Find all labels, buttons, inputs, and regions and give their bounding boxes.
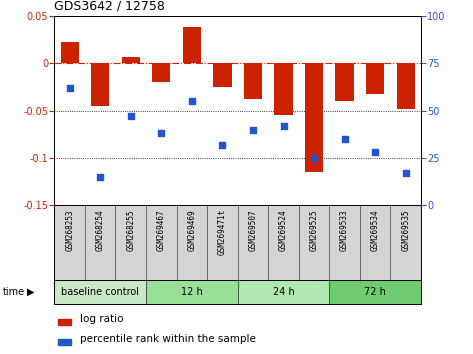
Text: percentile rank within the sample: percentile rank within the sample	[80, 334, 256, 344]
Bar	[176, 205, 207, 280]
Text: GSM269507: GSM269507	[248, 209, 257, 251]
Point	[127, 114, 134, 119]
Point	[341, 136, 349, 142]
Point	[96, 174, 104, 180]
Text: GSM269524: GSM269524	[279, 209, 288, 251]
Text: time: time	[2, 287, 25, 297]
Point	[310, 155, 318, 161]
Text: 12 h: 12 h	[181, 287, 203, 297]
Bar	[390, 205, 421, 280]
Bar	[366, 63, 384, 93]
Bar	[360, 205, 390, 280]
Bar	[85, 205, 115, 280]
Bar	[183, 27, 201, 63]
Text: GSM269525: GSM269525	[309, 209, 318, 251]
Text: GSM269471t: GSM269471t	[218, 209, 227, 255]
Bar	[122, 57, 140, 63]
Text: 72 h: 72 h	[364, 287, 386, 297]
Point	[402, 170, 410, 176]
Point	[188, 98, 196, 104]
Bar	[237, 280, 329, 304]
Bar	[146, 205, 176, 280]
Bar	[58, 339, 71, 345]
Bar	[91, 63, 109, 106]
Bar	[329, 280, 421, 304]
Bar	[152, 63, 170, 82]
Text: GDS3642 / 12758: GDS3642 / 12758	[54, 0, 165, 12]
Text: baseline control: baseline control	[61, 287, 139, 297]
Text: GSM269467: GSM269467	[157, 209, 166, 251]
Point	[249, 127, 257, 132]
Text: ▶: ▶	[27, 287, 35, 297]
Text: GSM268253: GSM268253	[65, 209, 74, 251]
Text: GSM269533: GSM269533	[340, 209, 349, 251]
Bar	[115, 205, 146, 280]
Bar	[268, 205, 299, 280]
Text: 24 h: 24 h	[272, 287, 294, 297]
Bar	[146, 280, 237, 304]
Bar	[54, 205, 85, 280]
Bar	[335, 63, 354, 101]
Bar	[305, 63, 323, 172]
Text: log ratio: log ratio	[80, 314, 123, 324]
Text: GSM269535: GSM269535	[401, 209, 410, 251]
Bar	[244, 63, 262, 99]
Point	[66, 85, 73, 91]
Point	[280, 123, 287, 129]
Bar	[54, 280, 146, 304]
Bar	[396, 63, 415, 109]
Bar	[329, 205, 360, 280]
Bar	[58, 319, 71, 325]
Bar	[237, 205, 268, 280]
Point	[219, 142, 226, 148]
Bar	[207, 205, 237, 280]
Bar	[274, 63, 293, 115]
Bar	[213, 63, 232, 87]
Bar	[61, 42, 79, 63]
Bar	[299, 205, 329, 280]
Text: GSM269469: GSM269469	[187, 209, 196, 251]
Text: GSM268254: GSM268254	[96, 209, 105, 251]
Text: GSM269534: GSM269534	[371, 209, 380, 251]
Text: GSM268255: GSM268255	[126, 209, 135, 251]
Point	[158, 131, 165, 136]
Point	[371, 149, 379, 155]
